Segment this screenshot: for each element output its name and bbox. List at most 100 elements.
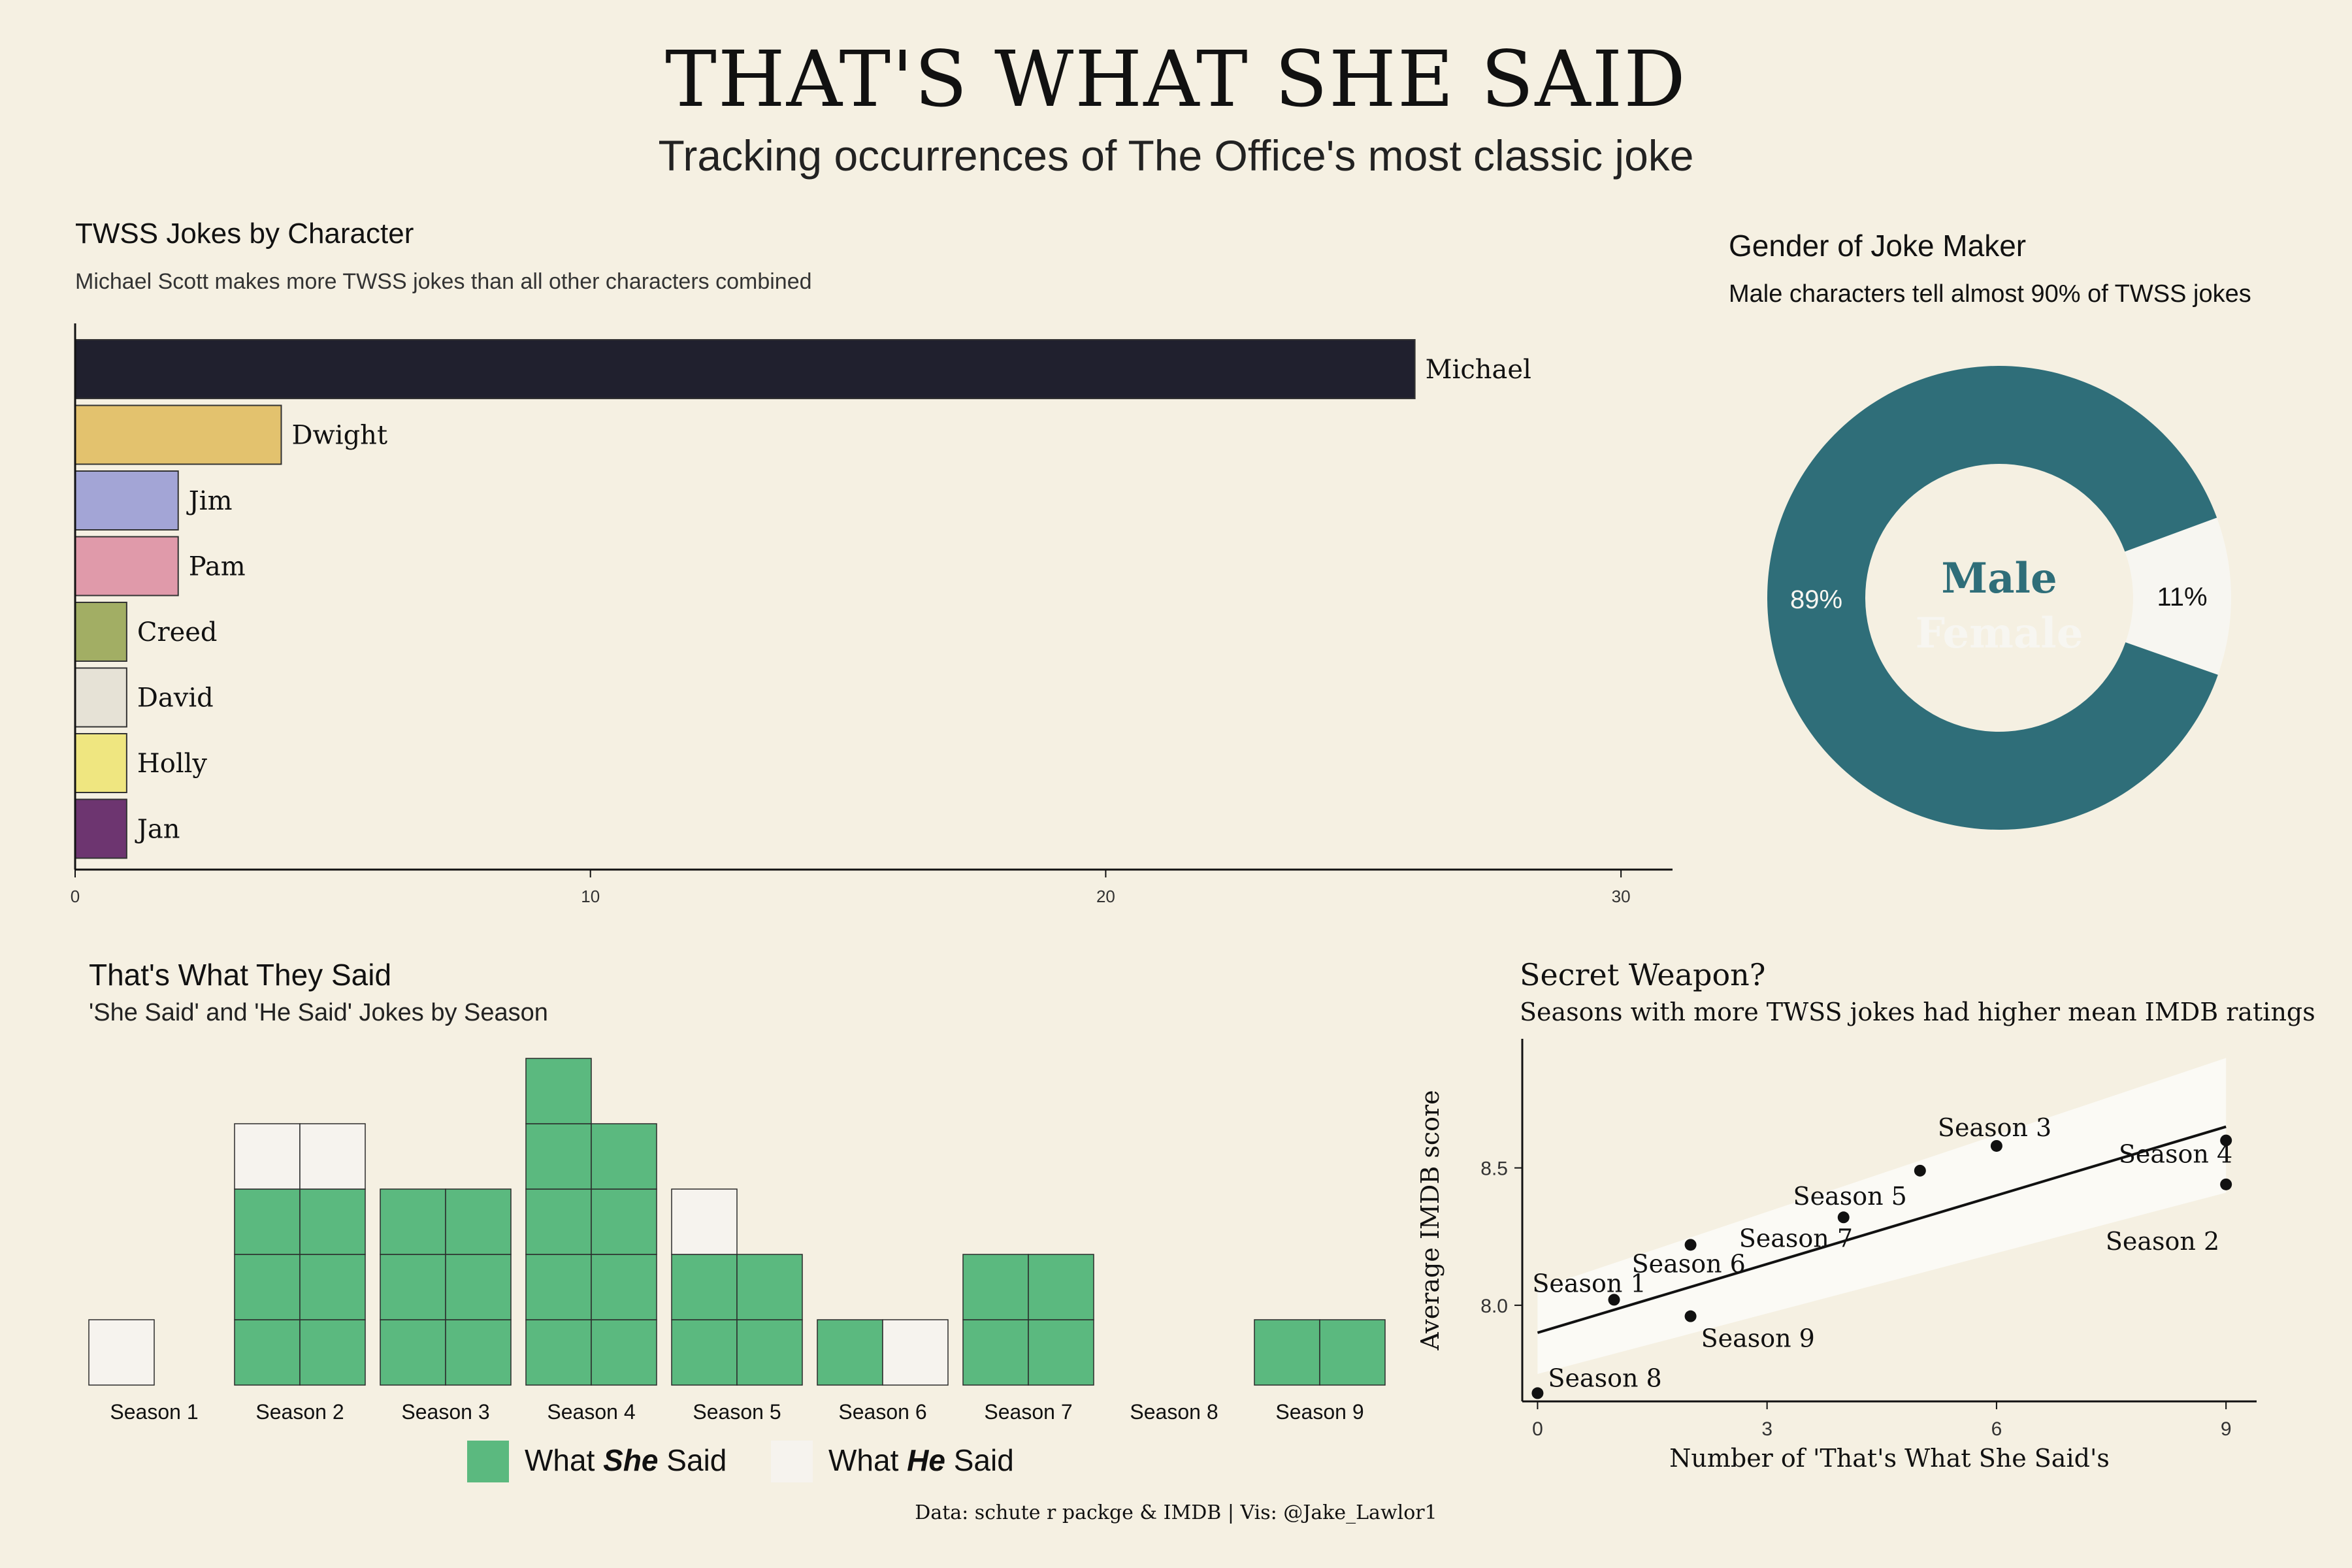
bar-label-dwight: Dwight xyxy=(291,421,387,451)
donut-label-male: 89% xyxy=(1790,585,1842,614)
waffle-cell-she xyxy=(299,1319,366,1386)
bar-x-tick-label: 10 xyxy=(581,887,600,906)
bar-david xyxy=(74,667,127,728)
legend-text-emph: He xyxy=(907,1443,945,1477)
donut-slice-female xyxy=(2125,517,2231,675)
waffle-cell-she xyxy=(1254,1319,1320,1386)
bar-x-tick-label: 30 xyxy=(1612,887,1631,906)
waffle-cell-she xyxy=(380,1188,446,1255)
waffle-cell-she xyxy=(525,1188,592,1255)
bar-label-holly: Holly xyxy=(137,749,208,779)
waffle-cell-she xyxy=(525,1319,592,1386)
bar-x-tick-label: 20 xyxy=(1096,887,1115,906)
waffle-season-label: Season 9 xyxy=(1275,1400,1364,1424)
legend-text-emph: She xyxy=(603,1443,658,1477)
waffle-cell-she xyxy=(234,1319,301,1386)
legend-text-pre: What xyxy=(525,1443,603,1477)
scatter-point-label: Season 7 xyxy=(1739,1224,1853,1252)
season-waffle-chart: That's What They Said 'She Said' and 'He … xyxy=(88,958,1386,1482)
waffle-cell-he xyxy=(882,1319,949,1386)
waffle-season-label: Season 6 xyxy=(838,1400,926,1424)
scatter-point xyxy=(1914,1164,1926,1177)
bar-x-tick-label: 0 xyxy=(71,887,80,906)
waffle-cell-he xyxy=(671,1188,738,1255)
waffle-title: That's What They Said xyxy=(89,958,391,992)
scatter-point xyxy=(1684,1239,1697,1251)
waffle-cell-she xyxy=(671,1254,738,1320)
bar-jan xyxy=(74,798,127,859)
waffle-season-label: Season 5 xyxy=(693,1400,781,1424)
bar-holly xyxy=(74,733,127,793)
scatter-y-axis-title: Average IMDB score xyxy=(1416,1090,1445,1350)
scatter-point xyxy=(1837,1211,1850,1224)
bar-label-david: David xyxy=(137,683,214,713)
waffle-cell-she xyxy=(736,1319,803,1386)
bar-michael xyxy=(74,339,1416,399)
waffle-cell-she xyxy=(1028,1254,1094,1320)
legend-text-pre: What xyxy=(828,1443,907,1477)
bar-label-jim: Jim xyxy=(186,486,233,516)
legend-swatch-she xyxy=(467,1441,509,1482)
bar-label-jan: Jan xyxy=(135,815,180,845)
waffle-cell-he xyxy=(88,1319,155,1386)
waffle-cell-she xyxy=(380,1319,446,1386)
bar-label-creed: Creed xyxy=(137,617,218,647)
waffle-cell-she xyxy=(962,1254,1029,1320)
donut-center-male: Male xyxy=(1941,554,2057,603)
scatter-point-label: Season 3 xyxy=(1938,1113,2051,1142)
waffle-cell-she xyxy=(525,1123,592,1190)
waffle-cell-she xyxy=(299,1254,366,1320)
bar-chart-title: TWSS Jokes by Character xyxy=(75,218,414,250)
donut-title: Gender of Joke Maker xyxy=(1729,229,2026,263)
waffle-cell-he xyxy=(234,1123,301,1190)
scatter-title: Secret Weapon? xyxy=(1520,957,1765,992)
imdb-scatter-chart: Secret Weapon? Seasons with more TWSS jok… xyxy=(1416,957,2315,1473)
scatter-x-axis-title: Number of 'That's What She Said's xyxy=(1669,1444,2110,1473)
donut-label-female: 11% xyxy=(2157,583,2207,612)
scatter-point xyxy=(2220,1178,2232,1190)
gender-donut-chart: Gender of Joke Maker Male characters tell… xyxy=(1729,229,2251,830)
legend-swatch-he xyxy=(771,1441,813,1482)
waffle-season-label: Season 8 xyxy=(1130,1400,1218,1424)
main-title: THAT'S WHAT SHE SAID xyxy=(665,34,1687,124)
donut-center-female: Female xyxy=(1916,609,2083,658)
waffle-cell-she xyxy=(962,1319,1029,1386)
legend-text-post: Said xyxy=(945,1443,1014,1477)
scatter-subtitle: Seasons with more TWSS jokes had higher … xyxy=(1520,998,2315,1026)
scatter-point xyxy=(1990,1139,2002,1152)
character-bar-chart: TWSS Jokes by Character Michael Scott mak… xyxy=(71,218,1673,906)
legend-label-she: What She Said xyxy=(525,1443,727,1477)
waffle-cell-he xyxy=(299,1123,366,1190)
waffle-cell-she xyxy=(1028,1319,1094,1386)
legend-text-post: Said xyxy=(659,1443,727,1477)
main-subtitle: Tracking occurrences of The Office's mos… xyxy=(658,131,1694,180)
waffle-season-label: Season 2 xyxy=(255,1400,344,1424)
bar-chart-subtitle: Michael Scott makes more TWSS jokes than… xyxy=(75,269,812,294)
waffle-cell-she xyxy=(525,1058,592,1124)
trend-confidence-band xyxy=(1537,1058,2227,1374)
waffle-cell-she xyxy=(525,1254,592,1320)
waffle-season-label: Season 4 xyxy=(547,1400,635,1424)
bar-jim xyxy=(74,470,179,531)
waffle-cell-she xyxy=(591,1319,657,1386)
scatter-x-tick-label: 0 xyxy=(1532,1418,1543,1440)
scatter-point-label: Season 4 xyxy=(2119,1140,2232,1169)
footer-credit: Data: schute r packge & IMDB | Vis: @Jak… xyxy=(915,1501,1437,1524)
waffle-cell-she xyxy=(671,1319,738,1386)
waffle-subtitle: 'She Said' and 'He Said' Jokes by Season xyxy=(89,999,548,1026)
scatter-point-label: Season 6 xyxy=(1632,1249,1746,1278)
scatter-y-tick-label: 8.0 xyxy=(1480,1296,1508,1317)
scatter-x-tick-label: 6 xyxy=(1991,1418,2002,1440)
waffle-cell-she xyxy=(299,1188,366,1255)
scatter-point-label: Season 5 xyxy=(1793,1182,1907,1211)
scatter-x-tick-label: 9 xyxy=(2221,1418,2232,1440)
bar-dwight xyxy=(74,404,282,465)
scatter-point xyxy=(1684,1310,1697,1322)
trend-line xyxy=(1537,1125,2227,1334)
donut-subtitle: Male characters tell almost 90% of TWSS … xyxy=(1729,280,2251,308)
scatter-point-label: Season 2 xyxy=(2106,1227,2219,1256)
scatter-point-label: Season 9 xyxy=(1701,1324,1815,1353)
bar-label-pam: Pam xyxy=(189,552,246,582)
donut-slice-male xyxy=(1767,365,2218,830)
waffle-cell-she xyxy=(234,1188,301,1255)
